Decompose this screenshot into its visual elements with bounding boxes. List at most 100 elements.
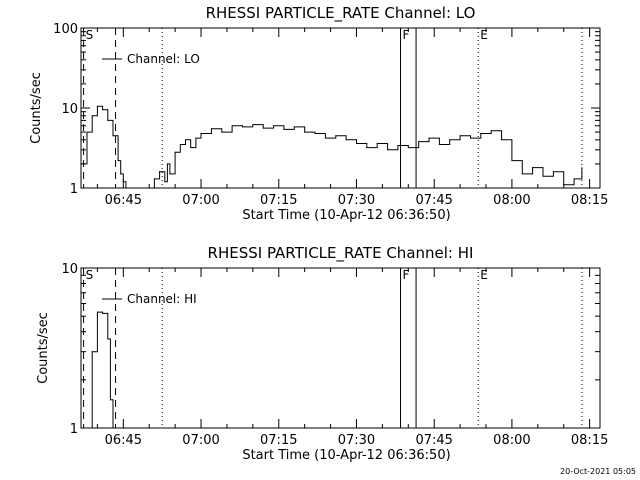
data-point [190, 147, 192, 149]
x-tick-label: 07:45 [415, 193, 452, 208]
legend-label: Channel: HI [127, 292, 197, 306]
x-tick-label: 06:45 [105, 433, 142, 448]
x-tick-label: 07:45 [415, 433, 452, 448]
data-point [480, 133, 482, 135]
data-point [96, 311, 98, 313]
data-point [490, 130, 492, 132]
data-point [143, 187, 145, 188]
data-point [511, 160, 513, 162]
data-point [117, 160, 119, 162]
x-tick-label: 08:00 [493, 433, 530, 448]
y-tick-label: 10 [61, 102, 78, 117]
data-point [86, 427, 88, 428]
data-point [581, 167, 583, 169]
data-point [335, 135, 337, 137]
data-point [428, 137, 430, 139]
x-tick-label: 07:30 [338, 193, 375, 208]
data-point [102, 109, 104, 111]
x-tick-label: 07:15 [260, 433, 297, 448]
chart-panel-hi: RHESSI PARTICLE_RATE Channel: HI 1 10 06:45… [36, 244, 608, 463]
data-point [81, 163, 83, 165]
series-line-0 [81, 105, 583, 188]
data-point [164, 181, 166, 183]
data-point [125, 191, 126, 192]
data-point [469, 137, 471, 139]
data-point [262, 127, 264, 129]
x-tick-label: 08:15 [571, 193, 608, 208]
data-point [86, 131, 88, 133]
data-point [210, 128, 212, 130]
data-point [231, 125, 233, 127]
time-marker-label: E [480, 268, 488, 282]
data-point [376, 142, 378, 144]
data-point [542, 175, 544, 177]
data-point [283, 128, 285, 130]
data-point [438, 143, 440, 145]
y-tick-label: 10 [61, 262, 78, 277]
data-point [345, 139, 347, 141]
data-point [407, 147, 409, 149]
x-tick-label: 07:30 [338, 433, 375, 448]
x-axis-label: Start Time (10-Apr-12 06:36:50) [242, 208, 450, 223]
data-point [221, 131, 223, 133]
x-tick-label: 07:00 [182, 193, 219, 208]
data-point [166, 163, 168, 165]
data-point [521, 173, 523, 175]
data-point [532, 167, 534, 169]
data-point [501, 139, 503, 141]
data-point [174, 151, 176, 153]
data-point [91, 351, 93, 353]
data-point [179, 143, 181, 145]
data-point [107, 119, 109, 121]
chart-title: RHESSI PARTICLE_RATE Channel: LO [206, 4, 476, 23]
chart-title: RHESSI PARTICLE_RATE Channel: HI [208, 244, 474, 263]
data-point [200, 133, 202, 135]
data-point [184, 139, 186, 141]
data-point [314, 133, 316, 135]
data-point [366, 147, 368, 149]
chart-panel-lo: RHESSI PARTICLE_RATE Channel: LO 1 10 100 06… [29, 4, 608, 223]
data-point [252, 124, 254, 126]
time-marker-label: S [86, 268, 94, 282]
data-point [84, 435, 85, 436]
y-tick-label: 100 [53, 22, 78, 37]
data-point [552, 171, 554, 173]
data-point [122, 181, 124, 183]
data-point [112, 135, 114, 137]
x-axis-label: Start Time (10-Apr-12 06:36:50) [242, 448, 450, 463]
data-point [293, 126, 295, 128]
data-point [107, 338, 109, 340]
data-point [418, 141, 420, 143]
legend-label: Channel: LO [127, 52, 200, 66]
data-point [387, 149, 389, 151]
data-point [449, 139, 451, 141]
data-point [563, 184, 565, 186]
data-point [169, 173, 171, 175]
data-point [273, 125, 275, 127]
data-point [195, 137, 197, 139]
data-point [324, 137, 326, 139]
x-tick-label: 06:45 [105, 193, 142, 208]
data-point [153, 178, 155, 180]
plot-frame [80, 267, 601, 429]
data-point [241, 126, 243, 128]
time-marker-label: F [403, 28, 410, 42]
data-point [573, 178, 575, 180]
x-tick-label: 07:15 [260, 193, 297, 208]
time-marker-label: F [403, 268, 410, 282]
data-point [397, 144, 399, 146]
x-tick-label: 07:00 [182, 433, 219, 448]
data-point [459, 135, 461, 137]
y-tick-label: 1 [70, 182, 78, 197]
data-point [91, 115, 93, 117]
time-marker-label: E [480, 28, 488, 42]
x-tick-label: 08:15 [571, 433, 608, 448]
data-point [102, 312, 104, 314]
data-point [159, 171, 161, 173]
y-tick-label: 1 [70, 422, 78, 437]
data-point [304, 131, 306, 133]
data-point [120, 173, 122, 175]
series-line-0 [86, 311, 114, 428]
y-axis-label: Counts/sec [29, 72, 44, 144]
